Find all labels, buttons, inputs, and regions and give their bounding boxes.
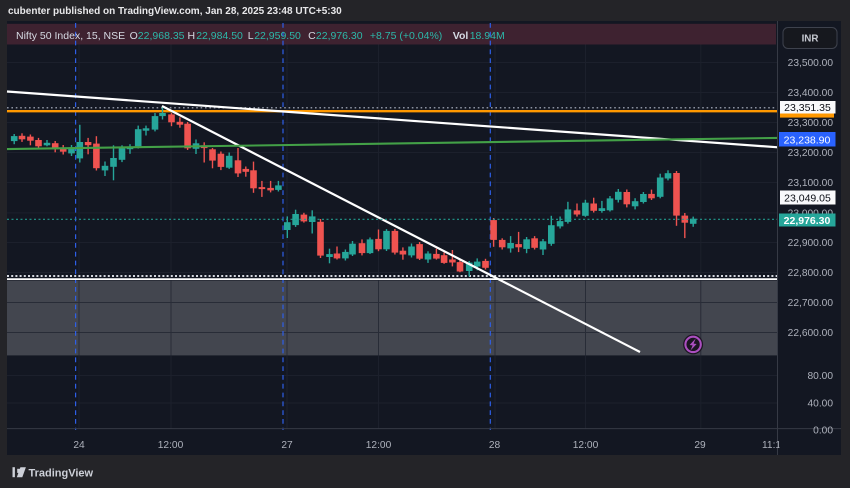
svg-text:Vol: Vol	[453, 30, 469, 42]
svg-text:0.00: 0.00	[813, 426, 833, 437]
svg-text:80.00: 80.00	[808, 371, 834, 382]
svg-text:22,976.30: 22,976.30	[784, 215, 831, 227]
svg-text:22,900.00: 22,900.00	[788, 238, 834, 249]
svg-text:11:15: 11:15	[762, 440, 787, 451]
svg-text:C: C	[308, 30, 316, 42]
svg-text:22,976.30: 22,976.30	[316, 30, 363, 42]
svg-text:23,500.00: 23,500.00	[788, 58, 834, 69]
svg-text:27: 27	[281, 440, 293, 451]
svg-text:22,800.00: 22,800.00	[788, 268, 834, 279]
svg-text:23,400.00: 23,400.00	[788, 88, 834, 99]
svg-text:INR: INR	[802, 34, 819, 45]
svg-text:29: 29	[694, 440, 706, 451]
svg-text:24: 24	[73, 440, 85, 451]
svg-text:22,959.50: 22,959.50	[254, 30, 301, 42]
svg-text:28: 28	[489, 440, 501, 451]
svg-text:O: O	[130, 30, 138, 42]
svg-text:23,049.05: 23,049.05	[784, 193, 831, 205]
svg-text:22,984.50: 22,984.50	[196, 30, 243, 42]
svg-text:18.94M: 18.94M	[470, 30, 505, 42]
svg-text:TradingView: TradingView	[29, 467, 94, 479]
svg-text:L: L	[248, 30, 254, 42]
svg-text:22,968.35: 22,968.35	[138, 30, 185, 42]
svg-text:23,200.00: 23,200.00	[788, 148, 834, 159]
svg-text:+8.75 (+0.04%): +8.75 (+0.04%)	[370, 30, 442, 42]
svg-text:40.00: 40.00	[808, 399, 834, 410]
svg-text:22,600.00: 22,600.00	[788, 328, 834, 339]
svg-text:23,300.00: 23,300.00	[788, 118, 834, 129]
svg-text:22,700.00: 22,700.00	[788, 298, 834, 309]
svg-text:Nifty 50 Index, 15, NSE: Nifty 50 Index, 15, NSE	[16, 30, 125, 42]
svg-text:23,238.90: 23,238.90	[784, 134, 831, 146]
svg-text:23,100.00: 23,100.00	[788, 178, 834, 189]
svg-text:cubenter published on TradingV: cubenter published on TradingView.com, J…	[8, 6, 342, 17]
svg-text:12:00: 12:00	[366, 440, 392, 451]
svg-text:H: H	[188, 30, 196, 42]
svg-text:12:00: 12:00	[158, 440, 184, 451]
svg-text:23,351.35: 23,351.35	[784, 102, 831, 114]
svg-text:12:00: 12:00	[573, 440, 599, 451]
